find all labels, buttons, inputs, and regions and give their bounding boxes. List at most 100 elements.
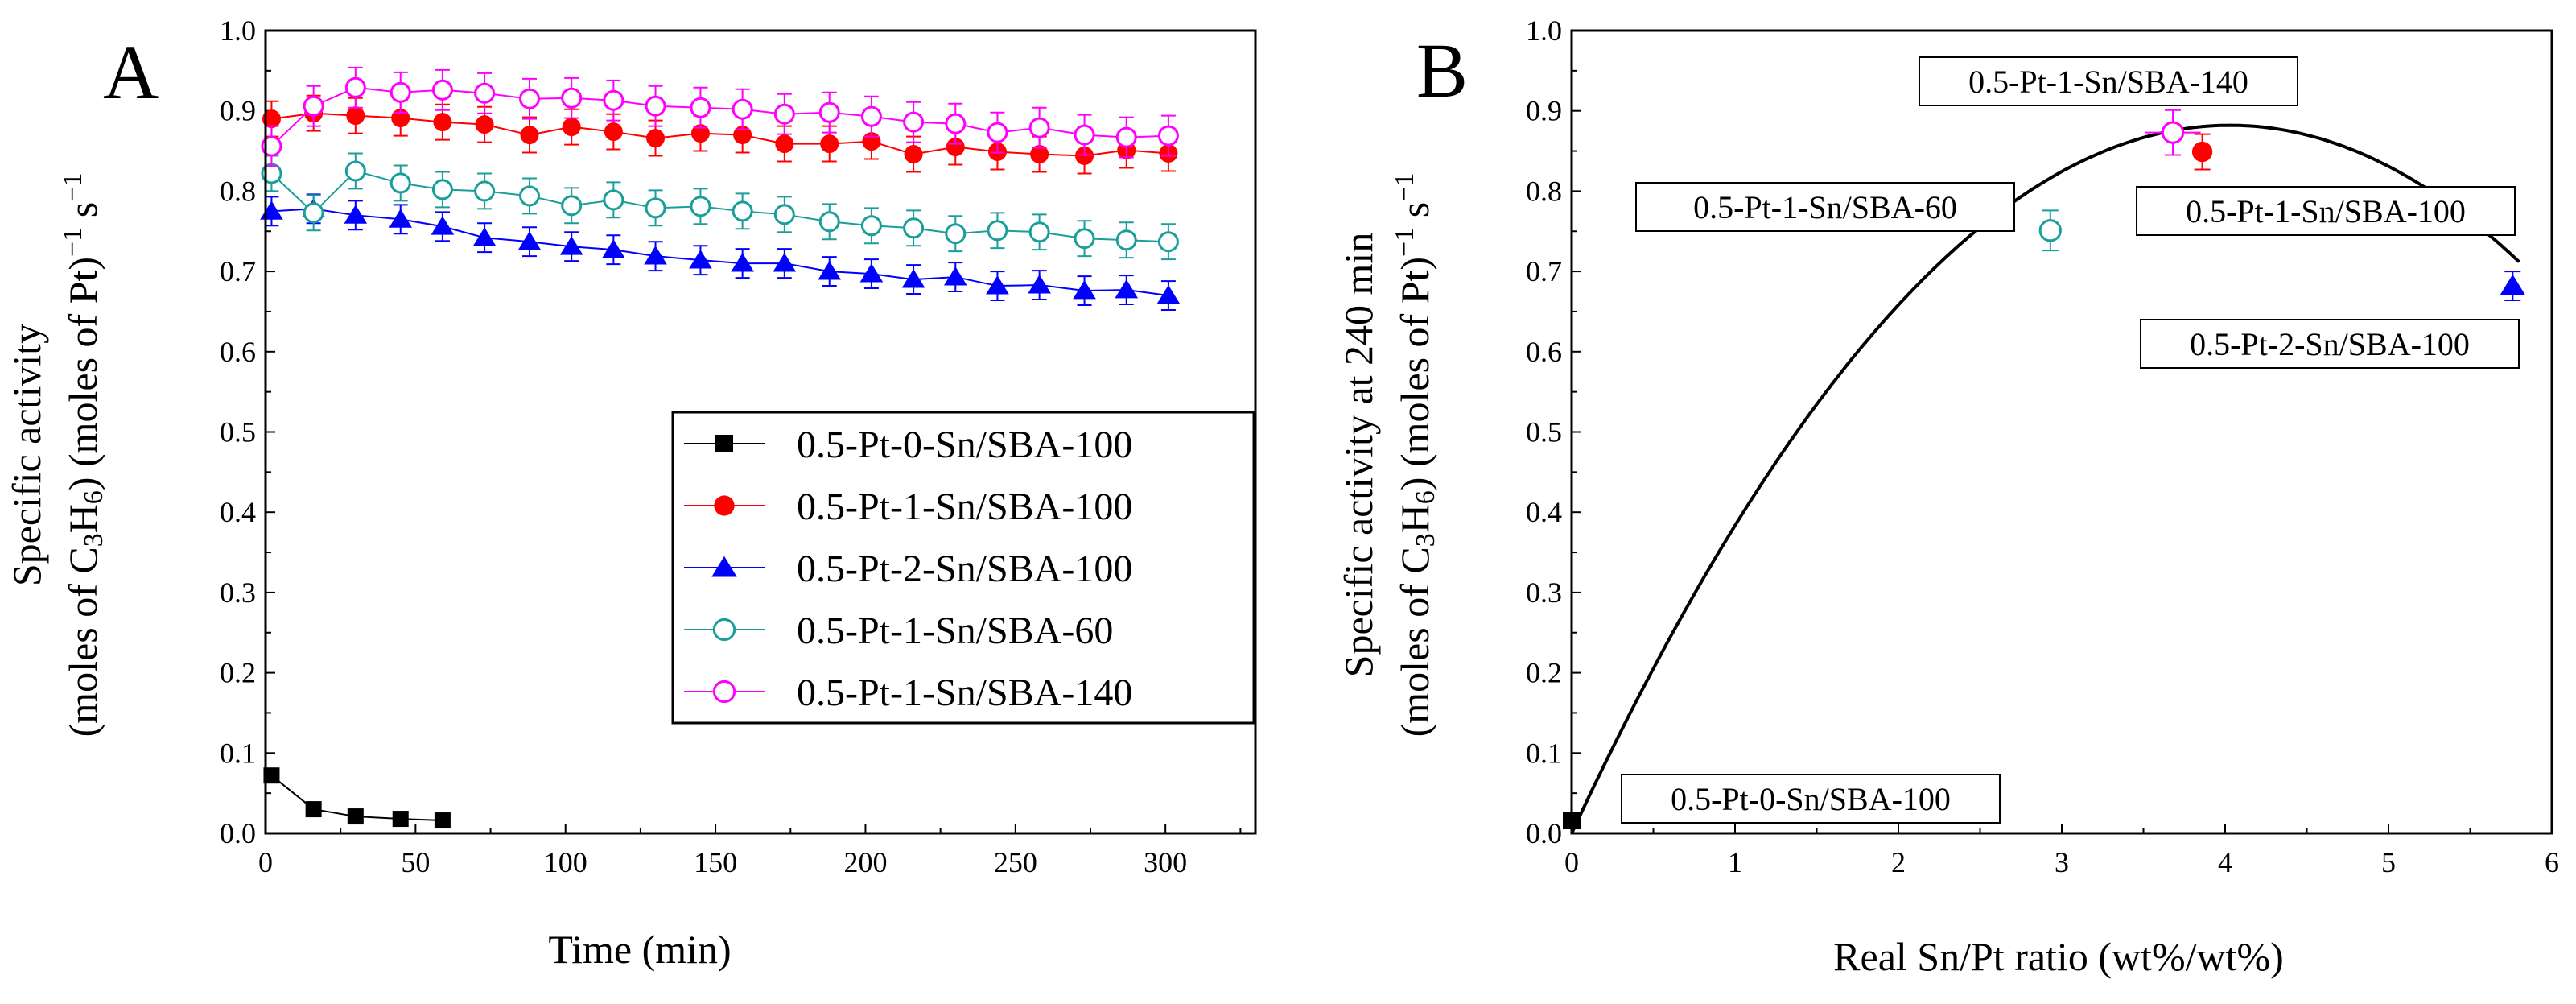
series-line [271,112,1168,157]
data-point [261,135,282,157]
data-point [562,118,581,137]
legend-label: 0.5-Pt-1-Sn/SBA-100 [797,485,1132,528]
panel-a-label: A [103,29,159,115]
legend-label: 0.5-Pt-2-Sn/SBA-100 [797,547,1132,590]
series-line [270,86,1168,147]
data-point [517,231,542,250]
panel-b-label: B [1416,27,1468,114]
legend-entry: 0.5-Pt-1-Sn/SBA-100 [684,485,1132,528]
x-tick-label: 100 [544,846,587,878]
annotation-label: 0.5-Pt-1-Sn/SBA-140 [1968,64,2248,100]
x-tick-label: 6 [2545,846,2559,878]
data-point [520,126,539,145]
data-point [903,111,925,133]
panel-b-y-axis-label: Specific activity at 240 min (moles of C… [1336,173,1440,738]
data-point [986,275,1009,295]
data-point [1157,231,1179,253]
data-point [263,767,280,784]
data-point [733,126,752,145]
data-point [604,122,623,142]
y-tick-label: 0.4 [1526,496,1562,528]
y-tick-label: 0.0 [1526,817,1562,849]
data-point [391,109,410,128]
data-point [820,134,839,154]
data-point [603,189,624,211]
annotation-label: 0.5-Pt-1-Sn/SBA-60 [1693,189,1957,225]
data-point [474,180,496,202]
panel-b-ylabel-line1: Specific activity at 240 min [1336,233,1381,678]
data-point [901,269,925,288]
x-tick-label: 4 [2218,846,2232,878]
point-annotation: 0.5-Pt-1-Sn/SBA-100 [2136,186,2516,236]
data-point [1074,228,1095,250]
data-point [690,97,711,118]
data-point [859,263,884,283]
legend-label: 0.5-Pt-0-Sn/SBA-100 [797,423,1132,466]
x-tick-label: 50 [401,846,430,878]
panel-b-ylabel-line2: (moles of C3H6) (moles of Pt)−1 s−1 [1390,173,1440,738]
y-tick-label: 0.5 [1526,416,1562,448]
x-tick-label: 300 [1144,846,1187,878]
annotation-label: 0.5-Pt-2-Sn/SBA-100 [2190,326,2470,362]
data-point [603,89,624,111]
panel-a-ylabel-line2: (moles of C3H6) (moles of Pt)−1 s−1 [58,173,108,738]
y-tick-label: 0.8 [1526,175,1562,207]
y-tick-label: 0.7 [220,255,256,287]
panel-b-ticks: 0.0 0.1 0.2 0.3 0.4 0.5 0.6 0.7 0.8 0.9 1.0 0 1 2 3 4 5 6 [1526,14,2559,878]
y-tick-label: 0.9 [220,95,256,127]
data-point [262,109,281,129]
data-point [2161,121,2185,144]
legend-entry: 0.5-Pt-1-Sn/SBA-140 [684,671,1132,714]
scatter-point-group [2038,209,2062,252]
series-4 [261,66,1179,167]
data-point [344,205,368,224]
data-point [344,160,366,182]
fit-curve [1570,123,2520,834]
legend-marker [712,680,736,704]
y-tick-label: 1.0 [220,14,256,47]
y-tick-label: 0.9 [1526,95,1562,127]
data-point [987,220,1008,242]
annotation-box [2136,186,2516,236]
data-point [389,172,411,194]
series-line [270,170,1168,243]
data-point [987,122,1008,143]
data-point [344,76,366,98]
data-point [434,812,451,829]
data-point [773,103,795,125]
data-point [904,145,923,164]
data-point [1028,117,1050,138]
data-point [1030,145,1049,164]
y-tick-label: 1.0 [1526,14,1562,47]
data-point [1115,279,1139,299]
data-point [561,195,583,217]
data-point [303,95,324,117]
data-point [1115,126,1137,148]
panel-a-series [260,66,1181,829]
point-annotation: 0.5-Pt-0-Sn/SBA-100 [1621,774,2001,824]
y-tick-label: 0.1 [220,737,256,769]
data-point [860,105,882,127]
data-point [2500,274,2526,295]
panel-a-ylabel-line1: Specific activity [4,324,49,586]
data-point [818,101,840,123]
panel-b-series [1563,109,2526,834]
point-annotation: 0.5-Pt-1-Sn/SBA-140 [1919,56,2298,106]
legend-entry: 0.5-Pt-2-Sn/SBA-100 [684,547,1132,590]
data-point [773,253,797,272]
data-point [732,200,753,222]
data-point [690,124,710,143]
data-point [303,202,324,224]
scatter-point-group [2191,133,2213,171]
data-point [1156,285,1181,304]
panel-b-x-axis-label: Real Sn/Pt ratio (wt%/wt%) [1833,934,2284,979]
panel-a-y-axis-label: Specific activity (moles of C3H6) (moles… [4,173,109,738]
point-annotation: 0.5-Pt-2-Sn/SBA-100 [2140,319,2520,369]
panel-a: A Specific activity (moles of C3H6) (mol… [4,14,1257,972]
data-point [1028,221,1050,243]
legend-box [671,411,1255,725]
panel-a-ticks: 0.0 0.1 0.2 0.3 0.4 0.5 0.6 0.7 0.8 0.9 1.0 0 50 100 1… [220,14,1242,878]
data-point [602,239,625,258]
data-point [433,113,452,132]
